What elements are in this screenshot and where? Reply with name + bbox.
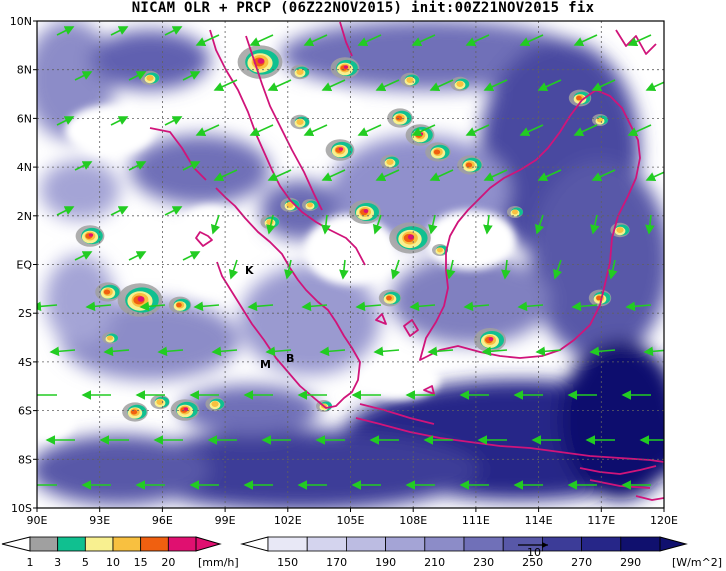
precip-colorbar-label: 15	[134, 556, 148, 569]
precip-colorbar-label: 5	[82, 556, 89, 569]
place-label-m: M	[260, 358, 271, 371]
y-tick-label: EQ	[16, 259, 32, 272]
x-tick-label: 120E	[650, 514, 678, 527]
precip-colorbar-label: 10	[106, 556, 120, 569]
x-tick-label: 93E	[89, 514, 110, 527]
x-tick-label: 90E	[27, 514, 48, 527]
x-tick-label: 111E	[462, 514, 490, 527]
olr-colorbar-label: 210	[424, 556, 445, 569]
y-axis: 10N 8N 6N 4N 2N EQ 2S 4S 6S 8S 10S	[10, 15, 37, 515]
y-tick-label: 2N	[17, 210, 32, 223]
olr-colorbar-label: 150	[277, 556, 298, 569]
x-tick-label: 117E	[587, 514, 615, 527]
olr-unit-label: [W/m^2]	[672, 556, 722, 569]
x-tick-label: 102E	[274, 514, 302, 527]
x-tick-label: 96E	[152, 514, 173, 527]
olr-colorbar: 150 170 190 210 230 250 270 290	[240, 536, 688, 569]
x-tick-label: 108E	[399, 514, 427, 527]
place-label-b: B	[286, 352, 294, 365]
olr-colorbar-label: 190	[375, 556, 396, 569]
y-tick-label: 10S	[11, 502, 32, 515]
olr-colorbar-label: 250	[522, 556, 543, 569]
precip-colorbar-label: 20	[161, 556, 175, 569]
y-tick-label: 2S	[18, 307, 32, 320]
wind-vectors	[37, 26, 664, 490]
olr-colorbar-label: 270	[571, 556, 592, 569]
figure-title: NICAM OLR + PRCP (06Z22NOV2015) init:00Z…	[131, 0, 595, 16]
olr-colorbar-label: 170	[326, 556, 347, 569]
x-tick-label: 114E	[525, 514, 553, 527]
y-tick-label: 8S	[18, 453, 32, 466]
y-tick-label: 4N	[17, 161, 32, 174]
y-tick-label: 8N	[17, 64, 32, 77]
y-tick-label: 6S	[18, 405, 32, 418]
y-tick-label: 6N	[17, 112, 32, 125]
y-tick-label: 4S	[18, 356, 32, 369]
x-axis: 90E 93E 96E 99E 102E 105E 108E 111E 114E 117E 120E	[27, 508, 678, 527]
precip-colorbar-label: 3	[54, 556, 61, 569]
x-tick-label: 99E	[215, 514, 236, 527]
olr-colorbar-label: 230	[473, 556, 494, 569]
precip-colorbar: 1 3 5 10 15 20	[1, 536, 222, 569]
olr-field	[37, 21, 664, 508]
olr-colorbar-label: 290	[620, 556, 641, 569]
x-tick-label: 105E	[337, 514, 365, 527]
reference-vector: 10	[518, 542, 548, 559]
y-tick-label: 10N	[10, 15, 32, 28]
reference-vector-label: 10	[527, 546, 541, 559]
precip-colorbar-label: 1	[27, 556, 34, 569]
lat-lon-grid	[37, 21, 664, 508]
precip-unit-label: [mm/h]	[198, 556, 239, 569]
place-label-k: K	[245, 264, 254, 277]
precipitation-field	[75, 45, 630, 422]
